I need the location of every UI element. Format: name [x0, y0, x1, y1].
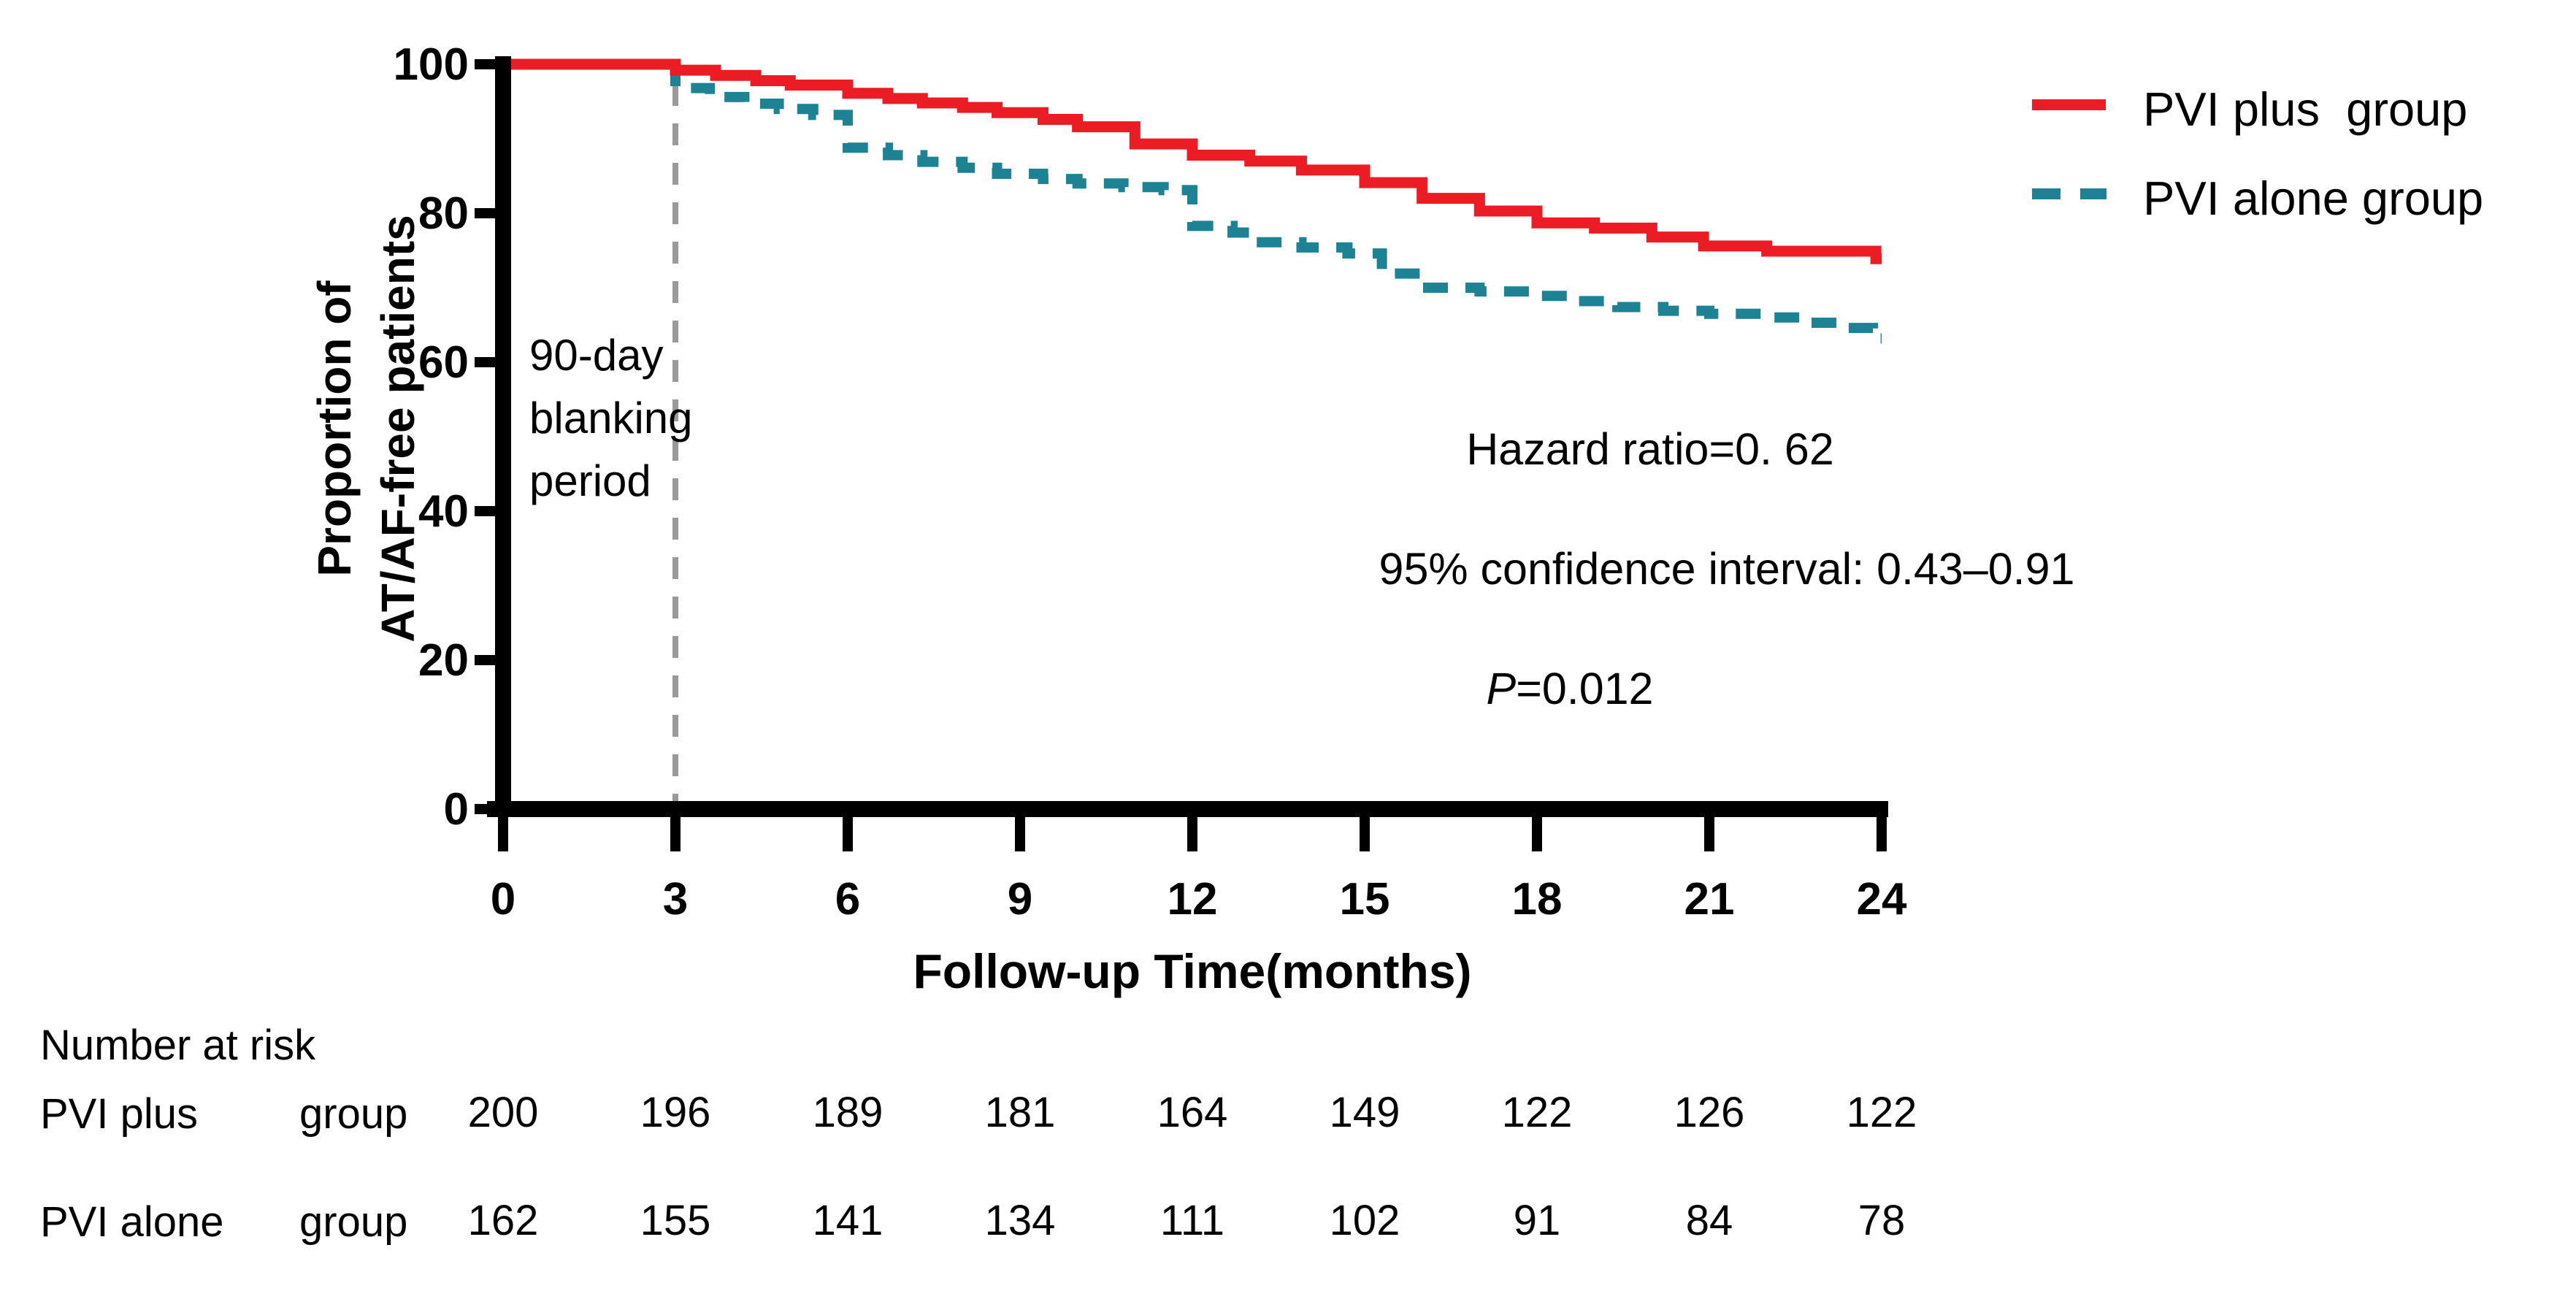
risk-value: 84: [1685, 1197, 1733, 1244]
y-tick-label: 40: [418, 486, 469, 537]
blanking-line1: 90-day: [529, 331, 664, 380]
risk-value: 111: [1159, 1197, 1225, 1244]
risk-value: 189: [812, 1089, 883, 1136]
risk-value: 134: [984, 1197, 1056, 1244]
risk-row-label-pvi-alone-suffix: group: [299, 1198, 408, 1246]
y-axis-title-line1: Proportion of: [308, 280, 361, 577]
x-tick-label: 24: [1857, 874, 1907, 924]
confidence-interval-annotation: 95% confidence interval: 0.43–0.91: [1379, 544, 2075, 594]
risk-value: 149: [1329, 1089, 1400, 1136]
x-tick-label: 12: [1168, 874, 1218, 924]
risk-value: 164: [1157, 1089, 1228, 1136]
hazard-ratio-annotation: Hazard ratio=0. 62: [1466, 424, 1834, 474]
risk-value: 141: [812, 1197, 883, 1244]
risk-value: 196: [640, 1089, 711, 1136]
legend-swatch-pvi-plus: [2032, 99, 2106, 110]
risk-value: 200: [467, 1089, 539, 1136]
p-value-number: =0.012: [1516, 664, 1654, 713]
risk-value: 155: [640, 1197, 711, 1244]
legend-swatch-pvi-alone-dash1: [2032, 188, 2061, 199]
legend-label-pvi-alone: PVI alone group: [2143, 172, 2484, 225]
x-tick-label: 9: [1008, 874, 1032, 924]
blanking-line3: period: [529, 456, 651, 505]
y-tick-label: 0: [444, 784, 469, 835]
risk-value: 102: [1329, 1197, 1400, 1244]
y-tick-label: 60: [418, 337, 469, 388]
risk-row-label-pvi-plus-suffix: group: [299, 1090, 408, 1138]
legend-label-pvi-plus: PVI plus group: [2143, 83, 2468, 136]
y-tick-label: 20: [418, 635, 469, 686]
x-tick-label: 15: [1340, 874, 1390, 924]
risk-value: 78: [1858, 1197, 1906, 1244]
x-axis-title: Follow-up Time(months): [913, 944, 1472, 998]
legend-swatch-pvi-alone-dash2: [2080, 188, 2107, 199]
p-value-symbol: P: [1486, 664, 1517, 713]
blanking-line2: blanking: [529, 394, 693, 443]
x-tick-label: 0: [491, 874, 515, 924]
x-tick-label: 18: [1512, 874, 1563, 924]
x-tick-label: 6: [835, 874, 860, 924]
x-tick-label: 21: [1684, 874, 1735, 924]
y-axis-title-line2: AT/AF-free patients: [372, 215, 424, 643]
risk-table-title: Number at risk: [40, 1022, 316, 1069]
risk-value: 181: [984, 1089, 1056, 1136]
risk-value: 162: [467, 1197, 539, 1244]
blanking-period-annotation: 90-day blanking period: [529, 324, 693, 513]
y-tick-label: 100: [394, 39, 469, 90]
risk-value: 122: [1846, 1089, 1917, 1136]
risk-value: 91: [1513, 1197, 1561, 1244]
risk-row-label-pvi-alone: PVI alone: [40, 1198, 224, 1246]
x-tick-label: 3: [663, 874, 688, 924]
risk-row-label-pvi-plus: PVI plus: [40, 1090, 198, 1138]
risk-value: 122: [1501, 1089, 1573, 1136]
curve-pvi-alone: [503, 59, 1882, 344]
curve-pvi-plus: [503, 58, 1882, 264]
risk-value: 126: [1674, 1089, 1745, 1136]
y-tick-label: 80: [418, 188, 469, 239]
p-value-annotation: P=0.012: [1343, 663, 1796, 714]
